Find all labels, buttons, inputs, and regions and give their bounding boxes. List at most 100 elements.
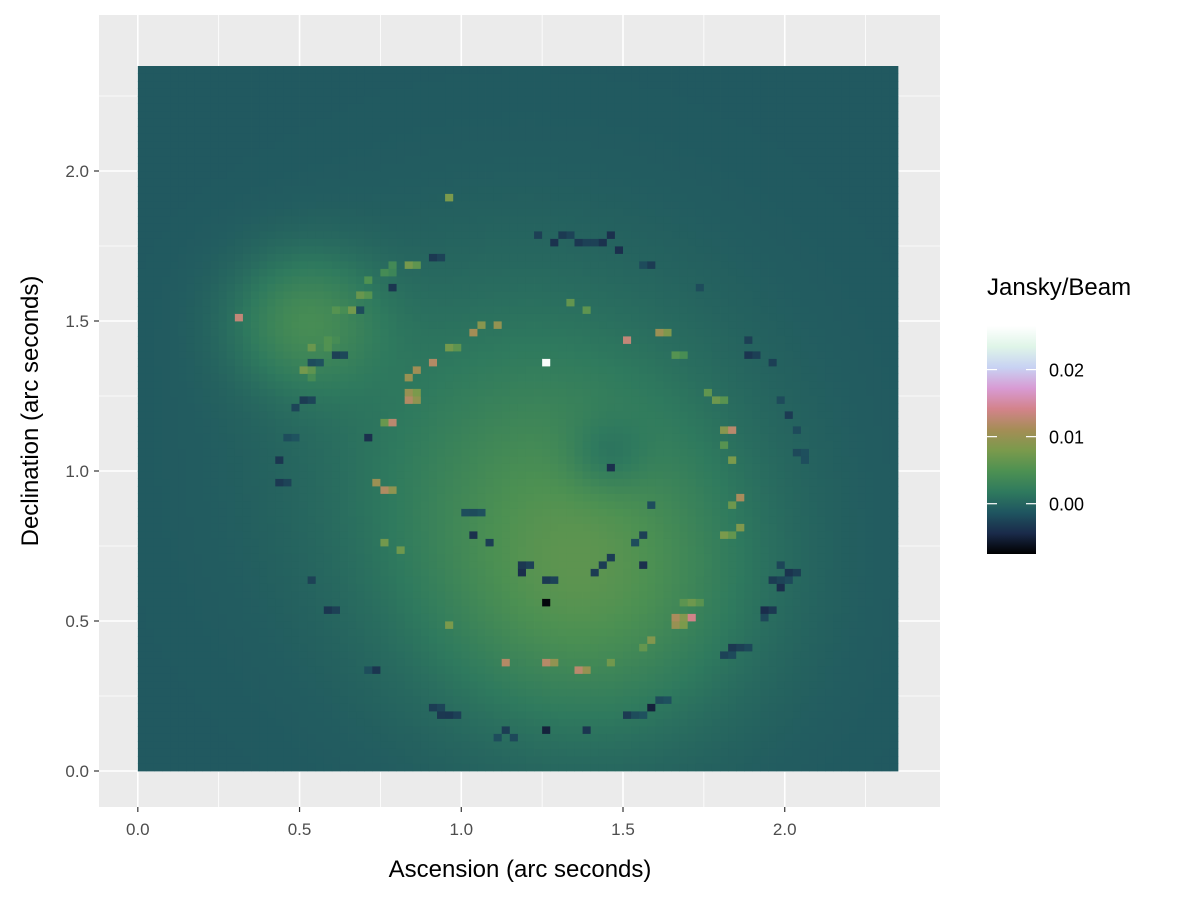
heatmap-cell (477, 298, 486, 307)
heatmap-cell (178, 126, 187, 134)
heatmap-cell (372, 321, 381, 329)
heatmap-cell (485, 306, 495, 314)
heatmap-cell (299, 388, 309, 397)
heatmap-cell (420, 81, 430, 89)
heatmap-cell (380, 328, 389, 337)
heatmap-cell (137, 501, 147, 509)
heatmap-cell (469, 448, 478, 457)
heatmap-cell (485, 531, 495, 539)
heatmap-cell (542, 456, 551, 464)
heatmap-cell (509, 741, 519, 749)
heatmap-cell (469, 651, 478, 659)
heatmap-cell (267, 156, 276, 164)
heatmap-cell (485, 268, 495, 277)
heatmap-cell (550, 441, 559, 449)
heatmap-cell (170, 336, 179, 344)
heatmap-cell (534, 366, 543, 374)
heatmap-cell (412, 576, 422, 584)
heatmap-cell (420, 688, 430, 697)
heatmap-cell (542, 336, 551, 344)
heatmap-cell (404, 118, 414, 127)
heatmap-cell (558, 171, 567, 179)
heatmap-cell (234, 111, 244, 119)
heatmap-cell (525, 351, 535, 359)
heatmap-cell (380, 193, 389, 202)
heatmap-cell (194, 253, 203, 262)
heatmap-cell (202, 276, 211, 284)
heatmap-cell (323, 208, 333, 217)
heatmap-cell (404, 441, 414, 449)
heatmap-cell (153, 606, 163, 614)
heatmap-cell (339, 291, 349, 299)
heatmap-cell (388, 306, 397, 314)
heatmap-cell (307, 141, 317, 149)
heatmap-cell (291, 231, 300, 239)
heatmap-cell (291, 433, 300, 442)
heatmap-cell (493, 726, 503, 734)
heatmap-cell (194, 156, 203, 164)
heatmap-cell (162, 328, 171, 337)
heatmap-cell (194, 261, 203, 269)
heatmap-cell (348, 433, 357, 442)
heatmap-cell (202, 643, 211, 652)
heatmap-cell (517, 493, 527, 502)
heatmap-cell (242, 336, 252, 344)
heatmap-cell (469, 66, 478, 74)
heatmap-cell (226, 568, 236, 577)
heatmap-cell (251, 688, 260, 697)
heatmap-cell (226, 606, 236, 614)
heatmap-cell (542, 253, 551, 262)
heatmap-cell (348, 291, 357, 299)
heatmap-cell (469, 118, 478, 127)
heatmap-cell (226, 291, 236, 299)
heatmap-cell (445, 591, 454, 599)
heatmap-cell (412, 186, 422, 194)
heatmap-cell (380, 261, 389, 269)
heatmap-cell (542, 711, 551, 719)
heatmap-cell (428, 756, 438, 764)
heatmap-cell (153, 718, 163, 727)
heatmap-cell (420, 411, 430, 419)
heatmap-cell (283, 231, 292, 239)
heatmap-cell (525, 403, 535, 412)
heatmap-cell (558, 448, 567, 457)
heatmap-cell (517, 126, 527, 134)
heatmap-cell (291, 373, 300, 382)
heatmap-cell (396, 546, 406, 554)
heatmap-cell (291, 591, 300, 599)
heatmap-cell (186, 628, 195, 637)
heatmap-cell (388, 636, 397, 644)
heatmap-cell (404, 493, 414, 502)
heatmap-cell (331, 96, 341, 104)
heatmap-cell (194, 478, 203, 487)
heatmap-cell (202, 606, 211, 614)
heatmap-cell (420, 388, 430, 397)
heatmap-cell (153, 246, 163, 254)
heatmap-cell (283, 73, 292, 82)
heatmap-cell (194, 741, 203, 749)
heatmap-cell (307, 81, 317, 89)
heatmap-cell (550, 298, 559, 307)
heatmap-cell (291, 88, 300, 97)
heatmap-cell (542, 201, 551, 209)
heatmap-cell (534, 171, 543, 179)
heatmap-cell (259, 388, 268, 397)
heatmap-cell (542, 471, 551, 479)
heatmap-cell (445, 291, 454, 299)
heatmap-cell (364, 321, 373, 329)
heatmap-cell (242, 81, 252, 89)
heatmap-cell (348, 621, 357, 629)
heatmap-cell (226, 253, 236, 262)
heatmap-cell (210, 696, 220, 704)
heatmap-cell (307, 126, 317, 134)
heatmap-cell (153, 628, 163, 637)
heatmap-cell (493, 486, 503, 494)
heatmap-cell (267, 231, 276, 239)
heatmap-cell (307, 658, 317, 667)
heatmap-cell (202, 621, 211, 629)
heatmap-cell (485, 598, 495, 607)
heatmap-cell (315, 313, 325, 322)
heatmap-cell (202, 193, 211, 202)
heatmap-cell (234, 336, 244, 344)
heatmap-cell (323, 223, 333, 232)
